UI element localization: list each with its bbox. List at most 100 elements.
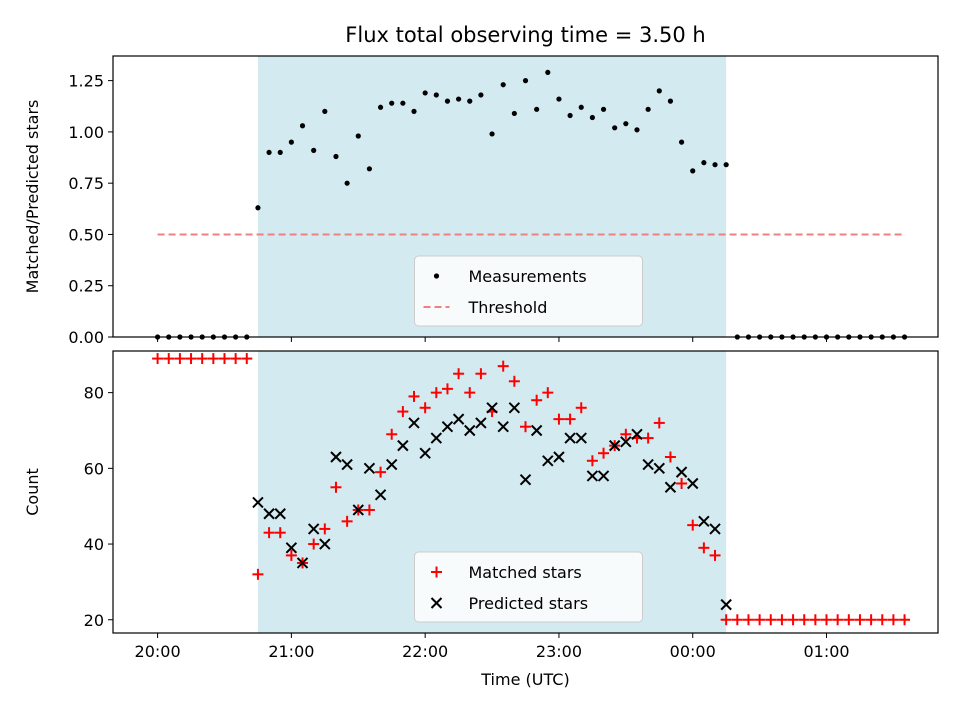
measurement-point [344, 180, 350, 186]
predicted-star-point [709, 523, 721, 535]
predicted-star-point [274, 508, 286, 520]
predicted-star-point [285, 542, 298, 554]
measurement-point [467, 98, 473, 104]
x-axis-label: Time (UTC) [480, 670, 569, 689]
predicted-star-point [296, 557, 309, 569]
measurement-point [456, 96, 462, 102]
measurement-point [690, 168, 696, 174]
matched-star-point [776, 614, 788, 626]
matched-star-point [430, 387, 442, 399]
predicted-star-point [430, 432, 443, 444]
matched-star-point [698, 542, 710, 554]
matched-star-point [285, 549, 297, 561]
matched-star-point [386, 428, 398, 440]
matched-star-point [453, 368, 465, 380]
predicted-star-point [698, 515, 710, 528]
x-tick-label: 22:00 [402, 642, 448, 661]
y-tick-label: 0.50 [68, 225, 104, 244]
matched-star-point [742, 614, 754, 626]
predicted-star-point [720, 598, 732, 611]
measurement-point [255, 205, 261, 211]
measurement-point [299, 123, 306, 129]
matched-star-point [620, 428, 632, 440]
matched-star-point [252, 568, 264, 580]
chart-title: Flux total observing time = 3.50 h [345, 23, 705, 47]
measurement-point [500, 82, 506, 88]
matched-star-point [408, 390, 420, 402]
matched-star-point [676, 477, 688, 489]
predicted-star-point [341, 458, 353, 471]
predicted-star-point [664, 481, 677, 493]
predicted-star-point [586, 470, 599, 482]
x-tick-label: 20:00 [135, 642, 181, 661]
y-tick-label: 1.00 [68, 123, 104, 142]
matched-star-point [475, 368, 487, 380]
matched-star-point [653, 417, 665, 429]
predicted-star-point [620, 436, 632, 448]
matched-star-point [319, 523, 331, 535]
matched-star-point [575, 402, 587, 414]
measurement-point [534, 106, 540, 112]
predicted-star-point [319, 538, 331, 550]
predicted-star-point [542, 455, 554, 467]
measurement-point [478, 92, 484, 98]
y-tick-label: 1.25 [68, 72, 104, 91]
measurement-point [701, 160, 707, 166]
legend-box [414, 255, 643, 327]
y-tick-label: 0.00 [68, 328, 104, 347]
predicted-star-point [486, 402, 498, 414]
measurement-point [723, 162, 729, 168]
measurement-point [444, 98, 451, 104]
matched-star-point [341, 515, 353, 527]
matched-star-point [185, 353, 197, 365]
predicted-star-point [497, 420, 509, 433]
matched-star-point [754, 614, 766, 626]
matched-star-point [520, 421, 531, 433]
matched-star-point [664, 451, 676, 463]
predicted-star-point [564, 432, 576, 444]
measurement-point [600, 106, 607, 112]
matched-star-point [174, 353, 186, 365]
measurement-point [578, 104, 584, 110]
y-tick-label: 40 [84, 535, 104, 554]
predicted-star-point [408, 417, 420, 429]
y-tick-label: 80 [84, 384, 104, 403]
matched-star-point [598, 447, 610, 459]
legend-marker [433, 273, 440, 279]
measurement-point [623, 121, 629, 127]
measurement-point [277, 149, 283, 156]
predicted-star-point [374, 489, 387, 501]
measurement-point [522, 78, 529, 84]
matched-star-point [821, 614, 833, 626]
measurement-point [266, 149, 272, 156]
axes-frame [112, 350, 939, 634]
measurement-point [355, 133, 361, 139]
matched-star-point [731, 614, 743, 626]
x-tick-label: 01:00 [803, 642, 849, 661]
y-tick-label: 60 [84, 459, 104, 478]
matched-star-point [308, 538, 320, 550]
matched-star-point [497, 360, 509, 372]
matched-star-point [720, 614, 732, 626]
predicted-star-point [397, 439, 409, 452]
y-axis-label: Count [23, 468, 42, 516]
legend: Matched stars Predicted stars [414, 551, 643, 623]
predicted-star-point [452, 413, 465, 425]
predicted-star-point [441, 420, 454, 433]
matched-star-point [687, 519, 699, 531]
measurement-point [589, 114, 595, 121]
matched-star-point [542, 387, 554, 399]
predicted-star-point [352, 504, 364, 516]
x-tick-label: 23:00 [536, 642, 582, 661]
matched-star-point [553, 413, 565, 425]
measurement-point [288, 139, 294, 145]
measurement-point [567, 112, 573, 119]
x-tick-label: 00:00 [670, 642, 716, 661]
y-tick-label: 0.75 [68, 174, 104, 193]
matched-star-point [419, 402, 431, 414]
matched-star-point [441, 383, 453, 395]
legend-marker [431, 566, 442, 578]
matched-star-point [586, 455, 598, 467]
legend-box [414, 551, 643, 623]
